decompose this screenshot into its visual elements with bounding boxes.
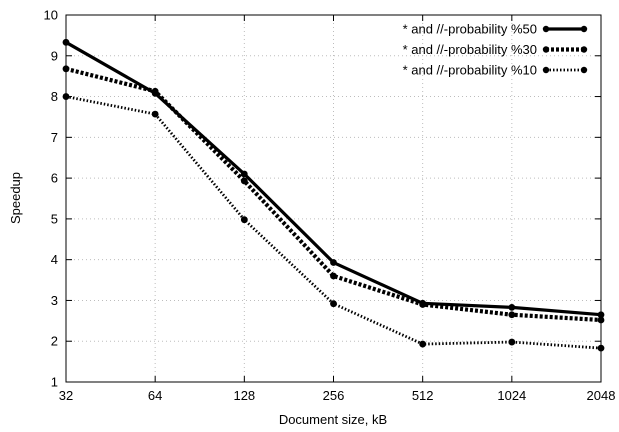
data-point	[597, 344, 605, 352]
data-point	[330, 300, 337, 308]
data-point	[508, 338, 516, 346]
legend-label: * and //-probability %50	[403, 22, 537, 37]
x-axis-label: Document size, kB	[279, 412, 387, 427]
x-tick-label: 2048	[587, 388, 616, 403]
legend: * and //-probability %50 * and //-probabi…	[403, 22, 588, 78]
y-tick-label: 3	[51, 293, 58, 308]
y-tick-label: 8	[51, 89, 58, 104]
y-axis-label: Speedup	[8, 172, 23, 224]
x-tick-label: 32	[59, 388, 73, 403]
legend-marker	[580, 46, 588, 53]
series	[62, 38, 605, 352]
series-2	[62, 65, 605, 324]
legend-item: * and //-probability %30	[403, 42, 588, 57]
data-point	[419, 301, 427, 308]
data-point	[597, 316, 605, 324]
series-3	[62, 93, 605, 352]
data-point	[62, 38, 70, 46]
y-tick-label: 1	[51, 375, 58, 390]
legend-marker	[580, 66, 588, 74]
legend-label: * and //-probability %30	[403, 42, 537, 57]
data-point	[240, 170, 248, 178]
x-tick-label: 128	[233, 388, 255, 403]
legend-marker	[580, 25, 588, 33]
x-tick-label: 512	[412, 388, 434, 403]
data-point	[597, 311, 605, 319]
tick-labels: 1 2 3 4 5 6 7 8 9 10 32 64 128 256 512 1024 2048	[44, 8, 616, 404]
data-point	[240, 216, 248, 224]
data-point	[151, 87, 159, 95]
y-tick-label: 5	[51, 211, 58, 226]
y-tick-label: 6	[51, 171, 58, 186]
series-line	[65, 66, 602, 323]
y-tick-label: 4	[51, 252, 58, 267]
legend-item: * and //-probability %10	[403, 63, 588, 78]
y-tick-label: 2	[51, 334, 58, 349]
data-point	[508, 303, 516, 311]
legend-marker	[542, 66, 550, 74]
data-point	[330, 272, 337, 280]
data-point	[62, 93, 70, 100]
x-tick-label: 1024	[497, 388, 526, 403]
axis-ticks	[65, 14, 602, 383]
x-tick-label: 64	[148, 388, 162, 403]
legend-marker	[542, 46, 550, 53]
data-point	[330, 259, 337, 266]
x-tick-label: 256	[323, 388, 345, 403]
legend-marker	[542, 25, 550, 33]
y-tick-label: 9	[51, 48, 58, 63]
data-point	[62, 65, 70, 73]
series-line	[65, 95, 602, 350]
data-point	[419, 340, 427, 348]
legend-label: * and //-probability %10	[403, 63, 537, 78]
data-point	[508, 311, 516, 319]
y-tick-label: 7	[51, 130, 58, 145]
data-point	[240, 177, 248, 185]
y-tick-label: 10	[44, 8, 58, 23]
data-point	[151, 110, 159, 118]
legend-item: * and //-probability %50	[403, 22, 588, 37]
